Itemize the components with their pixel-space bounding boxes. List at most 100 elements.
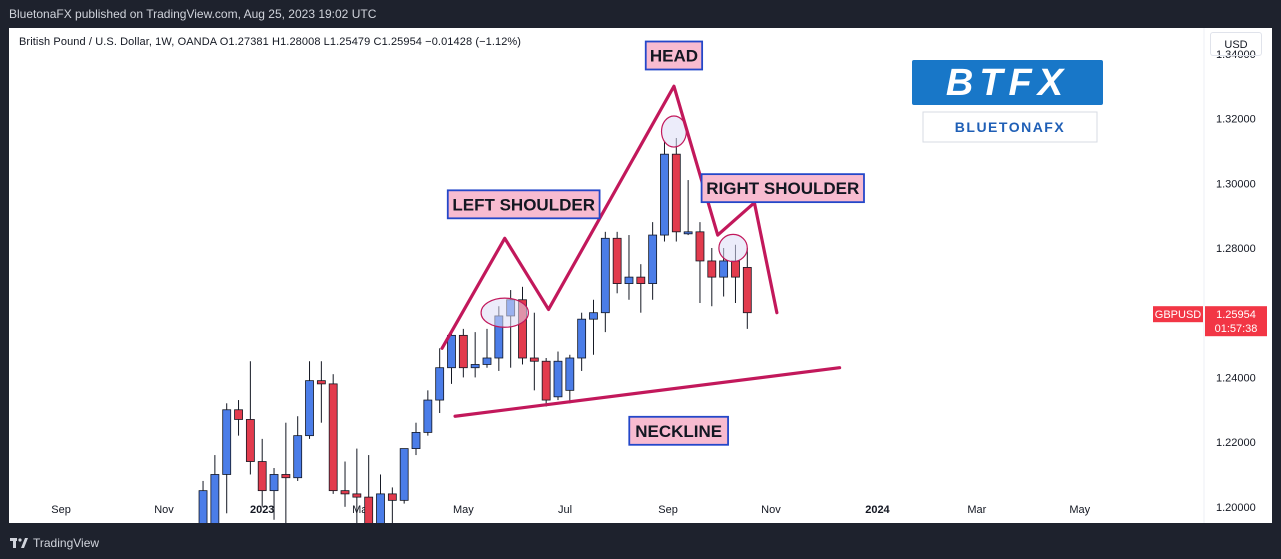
candle — [518, 286, 527, 365]
candle-body — [352, 493, 362, 498]
candle — [234, 400, 243, 436]
candle-body — [399, 448, 409, 501]
y-tick-label: 1.20000 — [1216, 502, 1256, 514]
candle-body — [222, 409, 232, 475]
last-price-tag: GBPUSD 1.25954 01:57:38 — [1153, 306, 1267, 337]
candle — [470, 332, 480, 378]
annotation-text: LEFT SHOULDER — [452, 195, 595, 214]
annotation-text: RIGHT SHOULDER — [706, 179, 859, 198]
candle — [340, 461, 350, 507]
candle — [364, 455, 374, 523]
candle — [671, 138, 681, 242]
symbol-tag — [1153, 306, 1203, 323]
candle-body — [470, 364, 480, 369]
btfx-logo: BTFX BLUETONAFX — [912, 60, 1103, 143]
annotations: HEAD LEFT SHOULDER RIGHT SHOULDER NECKLINE — [446, 40, 865, 446]
candle-body — [671, 153, 681, 233]
symbol-tag-label: GBPUSD — [1155, 309, 1202, 321]
candle — [553, 351, 563, 401]
candle-body — [565, 357, 575, 391]
candle-body — [257, 461, 267, 492]
price-chart[interactable]: 1.340001.320001.300001.280001.260001.240… — [9, 28, 1272, 523]
candle — [423, 390, 433, 436]
candle-body — [316, 380, 326, 385]
annotation-label: RIGHT SHOULDER — [700, 173, 865, 204]
candle — [387, 487, 397, 523]
candle-body — [600, 237, 610, 314]
chart-panel[interactable]: 1.340001.320001.300001.280001.260001.240… — [9, 28, 1272, 523]
x-tick-label: Sep — [658, 504, 678, 516]
candle-body — [328, 383, 338, 492]
candle-body — [719, 260, 729, 278]
candle — [612, 231, 622, 294]
annotation-box — [628, 415, 729, 446]
candle-body — [707, 260, 717, 278]
candle — [399, 448, 409, 504]
candle-body — [624, 276, 634, 284]
candle — [683, 180, 693, 236]
candle — [245, 361, 255, 475]
candle — [695, 222, 705, 303]
candle-body — [577, 318, 587, 359]
candle-body — [660, 153, 669, 236]
annotation-label: NECKLINE — [628, 415, 729, 446]
x-tick-label: Sep — [51, 504, 71, 516]
candle — [624, 235, 634, 300]
candle — [198, 480, 208, 523]
x-tick-label: Jul — [558, 504, 572, 516]
candle-body — [636, 276, 646, 284]
candle-body — [305, 380, 314, 437]
candle — [257, 438, 267, 507]
candle-body — [293, 435, 303, 479]
candle-body — [281, 474, 291, 479]
candle — [316, 361, 326, 423]
y-tick-label: 1.24000 — [1216, 372, 1256, 384]
candle — [376, 474, 385, 523]
annotation-box — [644, 40, 704, 71]
candle — [577, 312, 587, 371]
candle-body — [731, 260, 740, 278]
candle-body — [458, 334, 468, 369]
candle — [269, 468, 279, 520]
candle-body — [245, 419, 255, 462]
x-tick-label: 2024 — [865, 504, 890, 516]
x-tick-label: 2023 — [250, 504, 274, 516]
x-tick-label: Nov — [761, 504, 781, 516]
last-price-box — [1205, 306, 1267, 337]
candle — [660, 141, 669, 242]
candle-body — [482, 357, 492, 365]
candle-body — [376, 493, 385, 523]
candle-body — [234, 409, 243, 420]
y-tick-label: 1.32000 — [1216, 114, 1256, 126]
candle — [589, 299, 598, 355]
candle-body — [589, 312, 598, 320]
candle-body — [198, 490, 208, 523]
candle-body — [340, 490, 350, 495]
candle — [293, 416, 303, 481]
currency-button[interactable]: USD — [1210, 32, 1262, 56]
y-tick-label: 1.34000 — [1216, 49, 1256, 61]
annotation-box — [700, 173, 865, 204]
candle — [648, 222, 658, 300]
head-shoulders-pattern — [440, 84, 842, 418]
candle — [707, 248, 717, 307]
candle — [742, 248, 752, 329]
candle-body — [269, 474, 279, 492]
pattern-ellipse — [480, 297, 530, 328]
pattern-highlights — [480, 115, 748, 328]
tradingview-logo[interactable]: TradingView — [10, 536, 99, 550]
candle — [352, 448, 362, 523]
candle-body — [695, 231, 705, 262]
logo-sub: BLUETONAFX — [955, 119, 1065, 135]
y-axis: 1.340001.320001.300001.280001.260001.240… — [1216, 49, 1256, 514]
bar-countdown: 01:57:38 — [1215, 323, 1258, 335]
candle — [328, 374, 338, 494]
x-tick-label: Mar — [967, 504, 986, 516]
candle — [541, 358, 551, 407]
candle — [281, 422, 291, 523]
logo-main: BTFX — [946, 62, 1069, 104]
symbol-legend: British Pound / U.S. Dollar, 1W, OANDA O… — [19, 36, 522, 48]
candle — [222, 403, 232, 514]
tradingview-label: TradingView — [33, 536, 100, 550]
x-tick-label: May — [1069, 504, 1090, 516]
